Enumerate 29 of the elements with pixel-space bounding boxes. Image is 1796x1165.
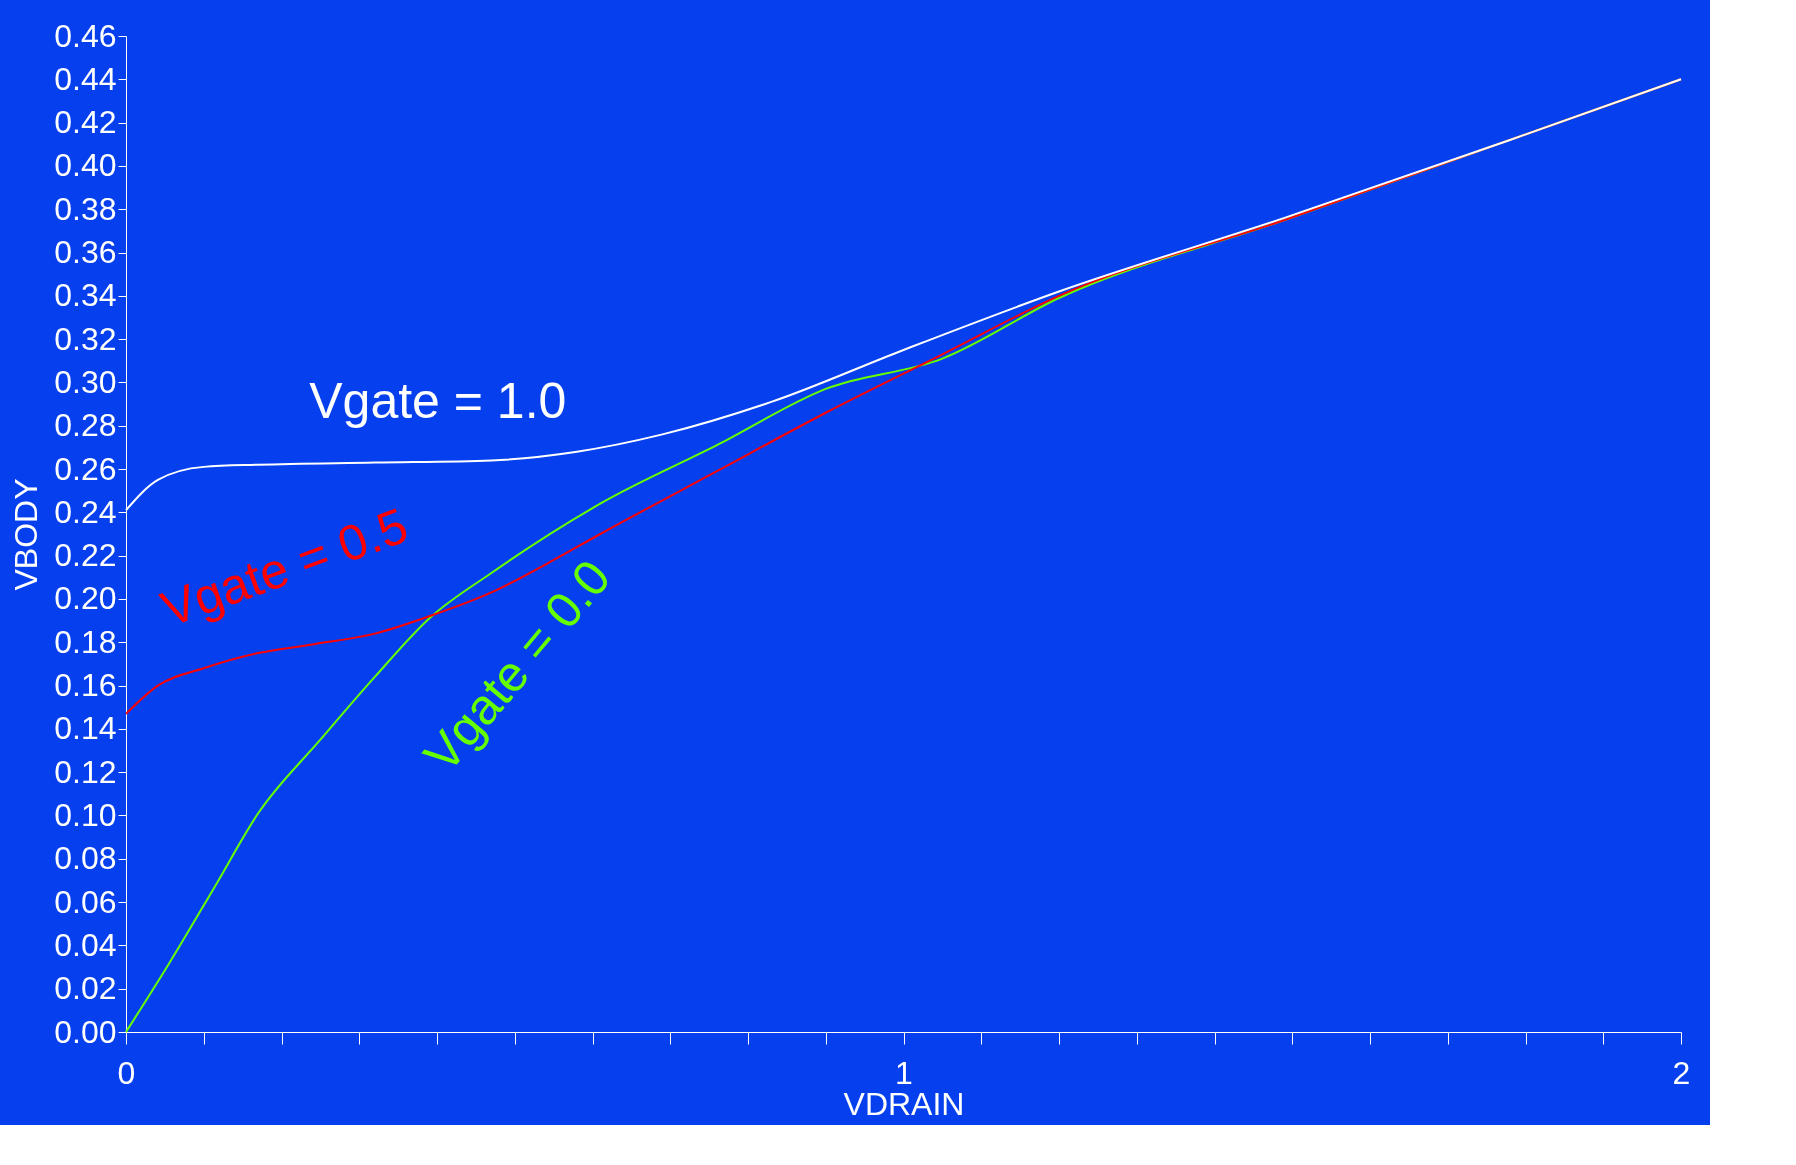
y-tick-label: 0.12 [54,753,117,790]
y-tick-label: 0.38 [54,190,117,227]
y-tick-label: 0.30 [54,363,117,400]
y-tick-label: 0.00 [54,1013,117,1050]
x-tick-label: 0 [117,1054,136,1091]
y-tick-label: 0.16 [54,667,117,704]
y-tick-label: 0.40 [54,147,117,184]
y-tick-label: 0.26 [54,450,117,487]
y-tick-label: 0.32 [54,320,117,357]
y-tick-label: 0.08 [54,840,117,877]
y-tick-label: 0.36 [54,234,117,271]
y-tick-label: 0.44 [54,60,117,97]
y-tick-label: 0.42 [54,104,117,141]
y-tick-label: 0.18 [54,623,117,660]
y-tick-label: 0.46 [54,17,117,54]
y-tick-label: 0.10 [54,796,117,833]
y-tick-label: 0.24 [54,493,117,530]
text: Vgate = 0.5 [154,497,415,638]
y-tick-label: 0.04 [54,926,117,963]
y-tick-label: 0.14 [54,710,117,747]
series-label: Vgate = 1.0 [309,372,567,429]
y-tick-label: 0.06 [54,883,117,920]
x-tick-label: 2 [1672,1054,1691,1091]
y-tick-label: 0.28 [54,407,117,444]
y-tick-label: 0.34 [54,277,117,314]
y-tick-label: 0.20 [54,580,117,617]
y-axis-title: VBODY [8,478,45,591]
y-tick-label: 0.22 [54,537,117,574]
y-tick-label: 0.02 [54,970,117,1007]
